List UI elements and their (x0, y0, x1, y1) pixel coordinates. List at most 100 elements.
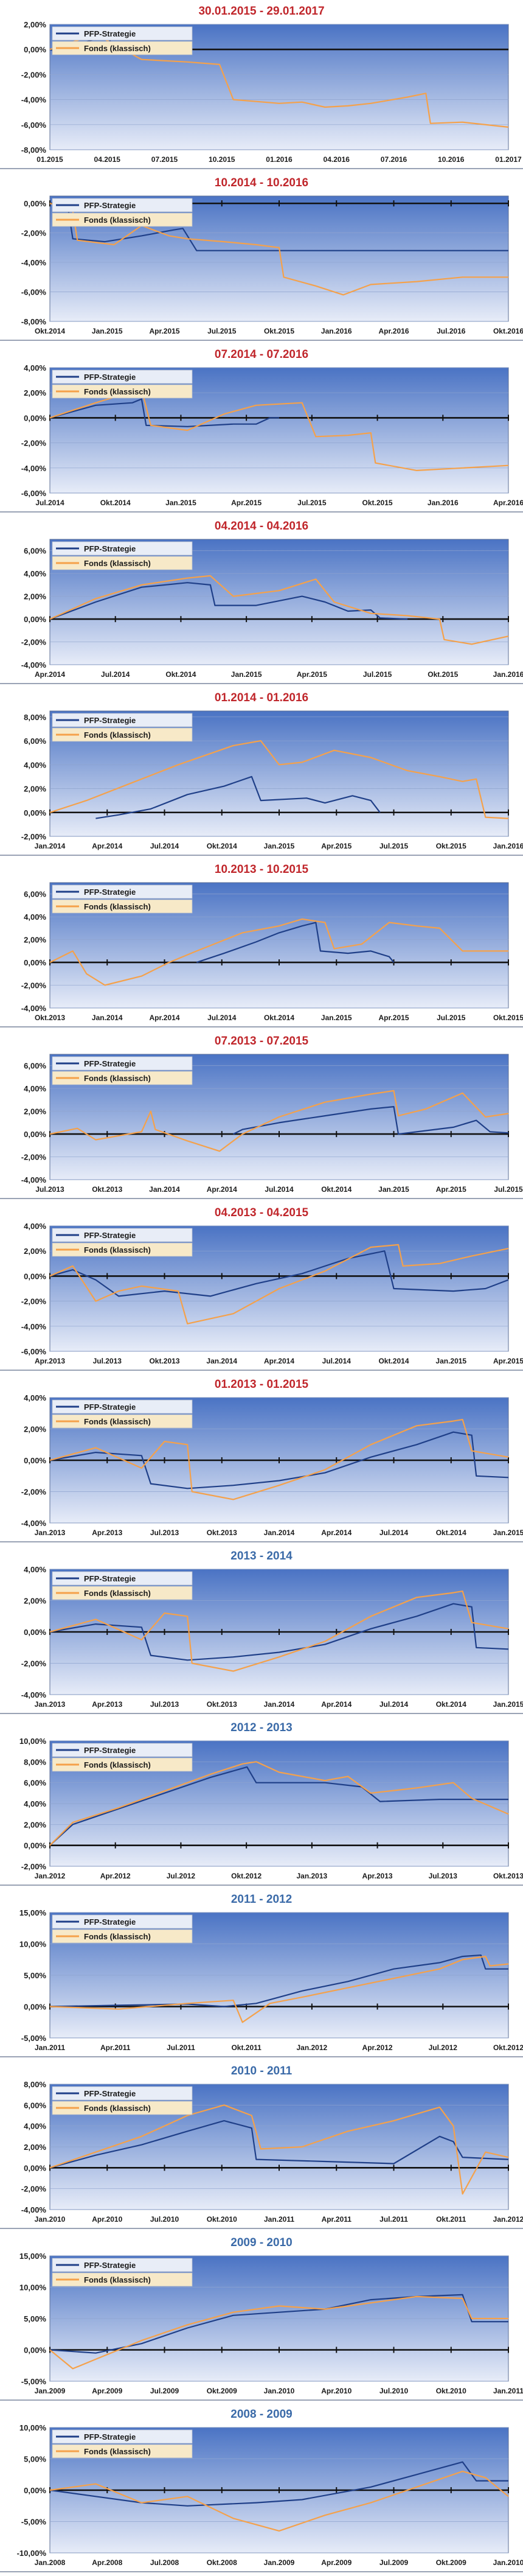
legend: PFP-Strategie Fonds (klassisch) (52, 26, 193, 55)
chart-panel: 2013 - 2014 4,00% 2,00% 0,00% -2,00% -4,00% Ja… (0, 1545, 523, 1717)
x-tick-label: Apr.2009 (92, 2387, 122, 2395)
legend-item (52, 1571, 193, 1586)
x-tick-label: 01.2016 (266, 155, 293, 164)
x-tick-label: 04.2015 (94, 155, 121, 164)
panel-divider (0, 683, 523, 684)
line-chart: 4,00%2,00%0,00%-2,00%-4,00%-6,00%Jul.201… (21, 364, 523, 507)
x-tick-label: Okt.2013 (92, 1185, 122, 1194)
y-tick-label: -2,00% (21, 439, 47, 448)
x-tick-label: Apr.2015 (321, 842, 352, 850)
y-tick-label: -6,00% (21, 121, 47, 130)
x-tick-label: Jul.2014 (35, 499, 64, 507)
x-tick-label: 10.2016 (438, 155, 465, 164)
series-line-fonds-klassisch (49, 1418, 509, 1500)
y-tick-label: -6,00% (21, 288, 47, 297)
x-tick-label: Okt.2008 (207, 2558, 237, 2567)
series-line-pfp-strategie (49, 2119, 509, 2169)
legend-item (52, 713, 193, 727)
chart-title: 2009 - 2010 (230, 2236, 293, 2249)
legend: PFP-Strategie Fonds (klassisch) (52, 1743, 193, 1772)
x-tick-label: 07.2016 (381, 155, 407, 164)
x-tick-label: Apr.2010 (92, 2215, 122, 2224)
x-tick-label: Jul.2012 (167, 1872, 196, 1880)
x-tick-label: Jul.2010 (150, 2215, 179, 2224)
x-tick-label: Apr.2012 (100, 1872, 131, 1880)
y-tick-label: -6,00% (21, 489, 47, 498)
legend-label: PFP-Strategie (84, 544, 136, 553)
y-tick-label: -4,00% (21, 1690, 47, 1699)
chart-panel: 10.2013 - 10.2015 6,00% 4,00% 2,00% 0,00% -2,… (0, 858, 523, 1030)
legend: PFP-Strategie Fonds (klassisch) (52, 884, 193, 914)
line-chart: 10,00%8,00%6,00%4,00%2,00%0,00%-2,00%Jan… (19, 1737, 523, 1880)
y-tick-label: -2,00% (21, 229, 47, 238)
chart-panel: 2012 - 2013 10,00% 8,00% 6,00% 4,00% 2,00% 0,0… (0, 1717, 523, 1888)
x-tick-label: Jan.2011 (493, 2387, 523, 2395)
y-tick-label: 6,00% (24, 2101, 46, 2110)
chart-panel: 2011 - 2012 15,00% 10,00% 5,00% 0,00% -5,00% J… (0, 1888, 523, 2060)
legend-label: Fonds (klassisch) (84, 1932, 151, 1941)
line-chart: 6,00% 4,00% 2,00% 0,00% -2,00% -4,00%Okt.2013… (21, 882, 523, 1022)
legend: PFP-Strategie Fonds (klassisch) (52, 2258, 193, 2287)
legend-label: PFP-Strategie (84, 2432, 136, 2441)
x-tick-label: Jan.2015 (493, 1528, 523, 1537)
x-tick-label: Apr.2014 (149, 1013, 179, 1022)
x-tick-label: Jan.2014 (264, 1528, 295, 1537)
series-line-fonds-klassisch (49, 1590, 509, 1672)
x-tick-label: Jan.2009 (264, 2558, 295, 2567)
x-tick-label: Jul.2014 (379, 1528, 409, 1537)
x-tick-label: Jan.2011 (35, 2043, 65, 2052)
series-line-fonds-klassisch (49, 203, 508, 296)
chart-title: 2008 - 2009 (230, 2408, 293, 2421)
legend-label: Fonds (klassisch) (84, 1074, 151, 1083)
y-tick-label: 2,00% (24, 936, 46, 945)
x-tick-label: Apr.2015 (378, 1013, 409, 1022)
y-tick-label: 4,00% (24, 1222, 46, 1231)
legend-item (52, 212, 193, 227)
line-chart: 4,00% 2,00% 0,00% -2,00% -4,00%Jan.2013 Apr.2… (21, 1566, 523, 1709)
chart-title: 01.2013 - 01.2015 (214, 1378, 309, 1391)
legend-label: Fonds (klassisch) (84, 1760, 151, 1769)
y-tick-label: 0,00% (24, 199, 46, 208)
x-tick-label: Jan.2014 (264, 1700, 295, 1709)
series-line-fonds-klassisch (49, 2470, 509, 2532)
chart-title: 07.2014 - 07.2016 (214, 348, 309, 361)
x-tick-label: Jan.2015 (231, 670, 262, 679)
panel-divider (0, 2228, 523, 2229)
y-tick-label: -4,00% (21, 1322, 47, 1331)
x-tick-label: Okt.2014 (100, 499, 131, 507)
series-line-fonds-klassisch (49, 575, 509, 645)
legend-item (52, 1056, 193, 1071)
panel-divider (0, 2571, 523, 2572)
legend-label: Fonds (klassisch) (84, 1589, 151, 1598)
chart-title: 30.01.2015 - 29.01.2017 (198, 5, 325, 18)
x-tick-label: Jul.2011 (167, 2043, 195, 2052)
chart-panel: 2008 - 2009 10,00% 5,00% 0,00% -5,00% -10,00%… (0, 2403, 523, 2575)
y-tick-label: 6,00% (24, 737, 46, 746)
chart-title: 04.2013 - 04.2015 (214, 1206, 309, 1219)
y-tick-label: 0,00% (24, 1456, 46, 1465)
x-tick-label: Jul.2015 (379, 842, 409, 850)
chart-title: 2013 - 2014 (230, 1550, 293, 1563)
legend-item (52, 198, 193, 212)
chart-title: 2011 - 2012 (230, 1893, 293, 1906)
x-tick-label: 01.2015 (36, 155, 63, 164)
chart-panel: 01.2014 - 01.2016 8,00% 6,00% 4,00% 2,00% 0,0… (0, 687, 523, 858)
line-chart: 15,00% 10,00% 5,00% 0,00% -5,00%Jan.2009 Apr.… (19, 2252, 523, 2395)
y-tick-label: 0,00% (24, 1272, 46, 1281)
chart-title: 2010 - 2011 (230, 2065, 293, 2077)
y-tick-label: 0,00% (24, 413, 46, 422)
legend-item (52, 384, 193, 399)
legend-label: Fonds (klassisch) (84, 1245, 151, 1255)
y-tick-label: 4,00% (24, 912, 46, 922)
legend: PFP-Strategie Fonds (klassisch) (52, 541, 193, 570)
x-tick-label: Apr.2011 (322, 2215, 352, 2224)
x-tick-label: Jul.2013 (93, 1357, 122, 1365)
y-tick-label: 0,00% (24, 2486, 46, 2495)
panel-divider (0, 511, 523, 513)
series-line-fonds-klassisch (49, 918, 508, 986)
chart-title: 04.2014 - 04.2016 (214, 520, 309, 533)
y-tick-label: 0,00% (24, 1841, 46, 1850)
legend-item (52, 2258, 193, 2272)
chart-panel: 30.01.2015 - 29.01.2017 2,00% 0,00% -2,00% -… (0, 0, 523, 172)
legend-label: PFP-Strategie (84, 373, 136, 382)
